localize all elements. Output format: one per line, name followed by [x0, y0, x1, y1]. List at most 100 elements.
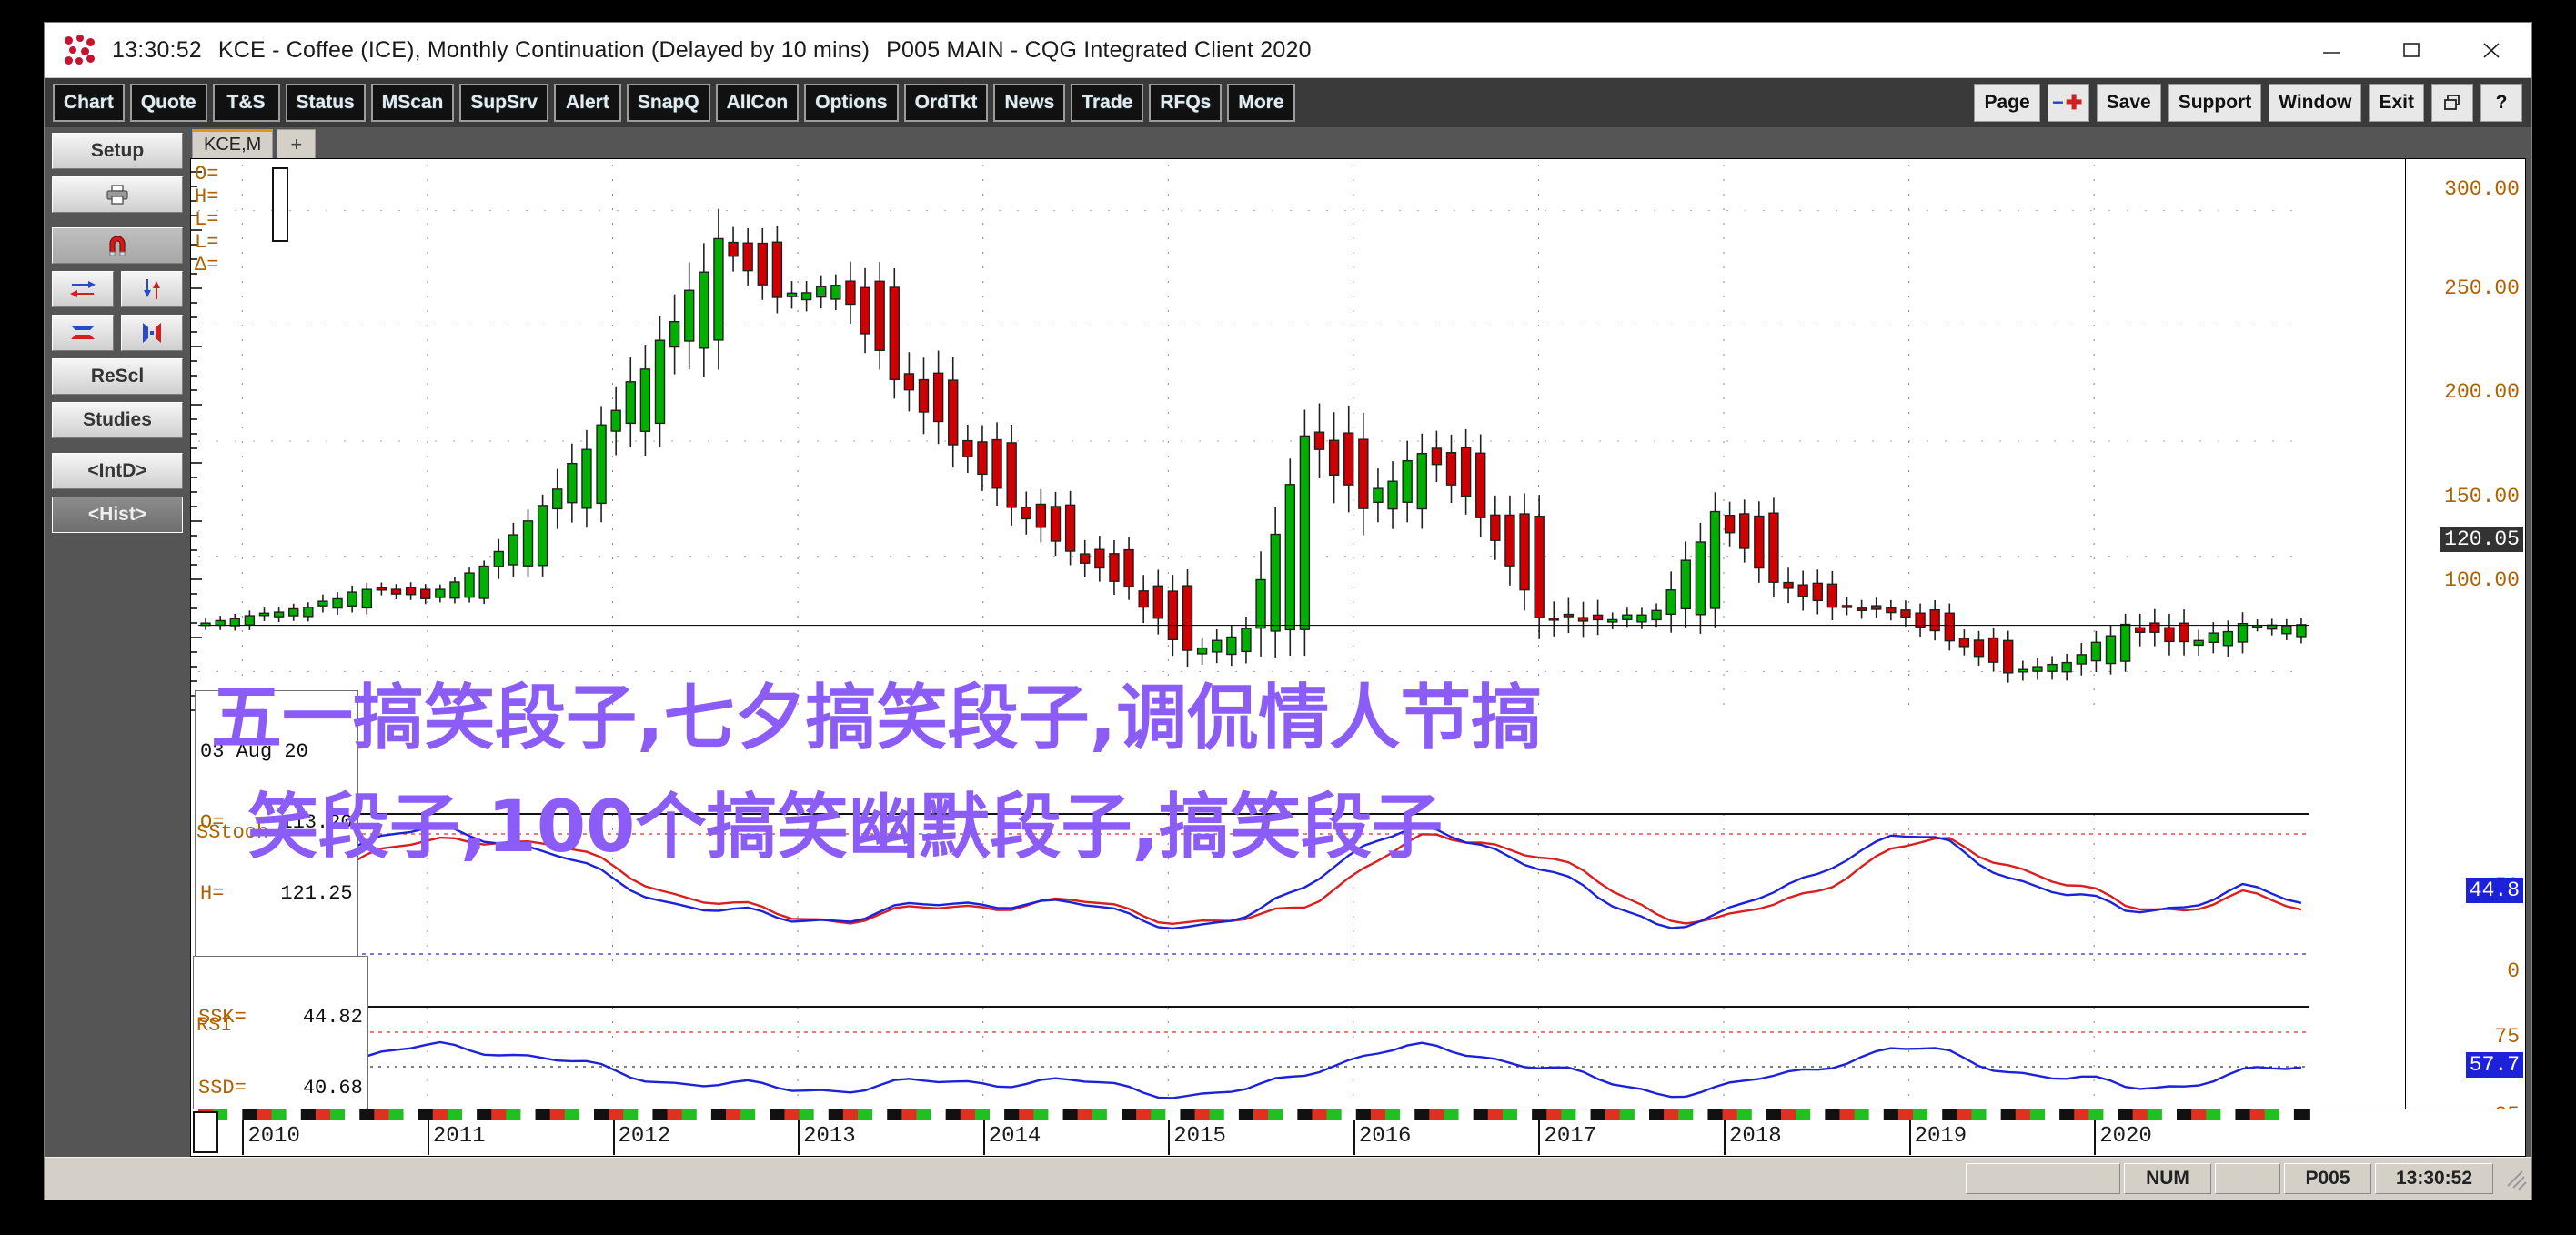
- toolbar-button-supsrv[interactable]: SupSrv: [459, 84, 548, 122]
- question-mark-icon[interactable]: ?: [2480, 84, 2522, 122]
- readout-open-value: 113.20: [280, 811, 353, 834]
- toolbar-button-rfqs[interactable]: RFQs: [1149, 84, 1223, 122]
- chart-container: KCE,M + O= H= L= L= Δ= 03 Aug 20 O= 113: [190, 127, 2531, 1157]
- vertical-swap-icon[interactable]: [121, 271, 183, 307]
- chart-tab-kce[interactable]: KCE,M: [192, 129, 274, 158]
- rsi-pane-label: RSI: [196, 1014, 233, 1037]
- time-axis-separator: [798, 1120, 800, 1155]
- time-axis-label-2011: 2011: [432, 1124, 486, 1149]
- close-icon[interactable]: [2451, 23, 2531, 77]
- sstoch-k-value: 44.82: [302, 1006, 363, 1029]
- chart-canvas[interactable]: O= H= L= L= Δ= 03 Aug 20 O= 113.20 H= 121.…: [190, 158, 2406, 1109]
- time-axis-label-2017: 2017: [1544, 1124, 1597, 1149]
- status-cell-num: NUM: [2124, 1163, 2211, 1194]
- main-toolbar: Chart Quote T&S Status MScan SupSrv Aler…: [45, 78, 2531, 127]
- toolbar-button-snapq[interactable]: SnapQ: [626, 84, 710, 122]
- toolbar-button-exit[interactable]: Exit: [2369, 84, 2424, 122]
- time-axis-separator: [1908, 1120, 1911, 1155]
- time-axis-label-2013: 2013: [803, 1124, 856, 1149]
- window-title-main: KCE - Coffee (ICE), Monthly Continuation…: [217, 36, 870, 63]
- toolbar-button-chart[interactable]: Chart: [53, 84, 125, 122]
- price-tick-100: 100.00: [2444, 568, 2520, 592]
- ohlc-header-readout: O= H= L= L= Δ=: [195, 163, 218, 276]
- setup-button[interactable]: Setup: [52, 133, 183, 169]
- time-axis-label-2015: 2015: [1173, 1124, 1226, 1149]
- chart-tab-bar: KCE,M +: [190, 127, 2526, 158]
- minimize-icon[interactable]: [2291, 23, 2371, 77]
- time-axis-label-2020: 2020: [2099, 1124, 2152, 1149]
- horizontal-swap-icon[interactable]: [52, 271, 114, 307]
- toolbar-button-window[interactable]: Window: [2269, 84, 2362, 122]
- time-axis-separator: [1168, 1120, 1171, 1155]
- toolbar-button-more[interactable]: More: [1227, 84, 1295, 122]
- toolbar-button-zoom-step[interactable]: −✚: [2047, 84, 2089, 122]
- horizontal-compress-icon[interactable]: [52, 315, 114, 351]
- time-axis-scroll-thumb[interactable]: [193, 1111, 218, 1153]
- workspace: Setup: [45, 127, 2531, 1157]
- vertical-compress-icon[interactable]: [121, 315, 183, 351]
- rsi-last-badge: 57.7: [2465, 1052, 2523, 1078]
- price-tick-300: 300.00: [2444, 177, 2520, 201]
- toolbar-button-trade[interactable]: Trade: [1071, 84, 1144, 122]
- window-title: 13:30:52 KCE - Coffee (ICE), Monthly Cont…: [112, 37, 1312, 64]
- toolbar-button-ordtkt[interactable]: OrdTkt: [903, 84, 989, 122]
- time-axis[interactable]: 2010 2011 2012 2013 2014 2015 2016 2017 2018 2019…: [190, 1109, 2526, 1157]
- window-clock: 13:30:52: [112, 36, 202, 63]
- ohlc-low-label: L=: [195, 208, 219, 231]
- rsi-tick-75: 75: [2494, 1025, 2520, 1049]
- readout-date: 03 Aug 20: [200, 740, 308, 763]
- toolbar-button-mscan[interactable]: MScan: [370, 84, 455, 122]
- sstoch-d-label: SSD=: [198, 1077, 247, 1099]
- printer-icon[interactable]: [52, 176, 183, 213]
- chart-tab-add[interactable]: +: [277, 129, 317, 158]
- sstoch-pane-label: SStoch: [196, 821, 269, 844]
- ohlc-open-label: O=: [195, 163, 219, 186]
- price-tick-150: 150.00: [2444, 485, 2520, 508]
- ohlc-delta-label: Δ=: [195, 254, 219, 276]
- toolbar-button-support[interactable]: Support: [2168, 84, 2262, 122]
- resize-grip-icon[interactable]: [2502, 1166, 2528, 1191]
- price-axis[interactable]: 300.00 250.00 200.00 150.00 120.05 100.0…: [2406, 158, 2526, 1127]
- studies-button[interactable]: Studies: [52, 402, 183, 438]
- status-bar: NUM P005 13:30:52: [45, 1157, 2531, 1200]
- time-axis-separator: [427, 1120, 429, 1155]
- toolbar-button-save[interactable]: Save: [2096, 84, 2161, 122]
- toolbar-button-status[interactable]: Status: [285, 84, 366, 122]
- readout-high-value: 121.25: [280, 882, 353, 905]
- toolbar-button-page[interactable]: Page: [1974, 84, 2040, 122]
- sstoch-last-badge: 44.8: [2465, 878, 2523, 903]
- toolbar-button-options[interactable]: Options: [804, 84, 899, 122]
- toolbar-button-quote[interactable]: Quote: [129, 84, 207, 122]
- time-axis-label-2014: 2014: [988, 1124, 1041, 1149]
- last-price-badge: 120.05: [2440, 527, 2523, 552]
- title-bar: 13:30:52 KCE - Coffee (ICE), Monthly Cont…: [45, 23, 2531, 78]
- price-tick-200: 200.00: [2444, 380, 2520, 404]
- toolbar-button-allcon[interactable]: AllCon: [715, 84, 800, 122]
- maximize-icon[interactable]: [2371, 23, 2451, 77]
- toolbar-button-ts[interactable]: T&S: [212, 84, 280, 122]
- app-icon: [65, 35, 96, 65]
- time-axis-separator: [1724, 1120, 1726, 1155]
- status-cell-page: P005: [2284, 1163, 2371, 1194]
- time-axis-label-2010: 2010: [247, 1124, 300, 1149]
- time-axis-separator: [242, 1120, 245, 1155]
- toolbar-button-news[interactable]: News: [993, 84, 1066, 122]
- magnet-icon[interactable]: [52, 227, 183, 264]
- time-axis-separator: [982, 1120, 985, 1155]
- toolbar-button-alert[interactable]: Alert: [553, 84, 621, 122]
- time-axis-label-2016: 2016: [1358, 1124, 1412, 1149]
- sstoch-k-label: SSK=: [198, 1006, 247, 1029]
- time-axis-label-2012: 2012: [618, 1124, 671, 1149]
- restore-window-icon[interactable]: [2431, 84, 2473, 122]
- history-button[interactable]: <Hist>: [52, 497, 183, 533]
- status-cell-clock: 13:30:52: [2375, 1163, 2493, 1194]
- window-title-sub: P005 MAIN - CQG Integrated Client 2020: [886, 36, 1312, 63]
- time-axis-label-2018: 2018: [1729, 1124, 1782, 1149]
- sstoch-readout: SSK= 44.82 SSD= 40.68: [193, 956, 368, 1109]
- ohlc-high-label: H=: [195, 186, 219, 208]
- time-axis-label-2019: 2019: [1914, 1124, 1967, 1149]
- chart-side-toolbar: Setup: [45, 127, 190, 1157]
- rescale-button[interactable]: ReScl: [52, 358, 183, 395]
- intraday-button[interactable]: <IntD>: [52, 453, 183, 489]
- readout-high-label: H=: [200, 882, 225, 905]
